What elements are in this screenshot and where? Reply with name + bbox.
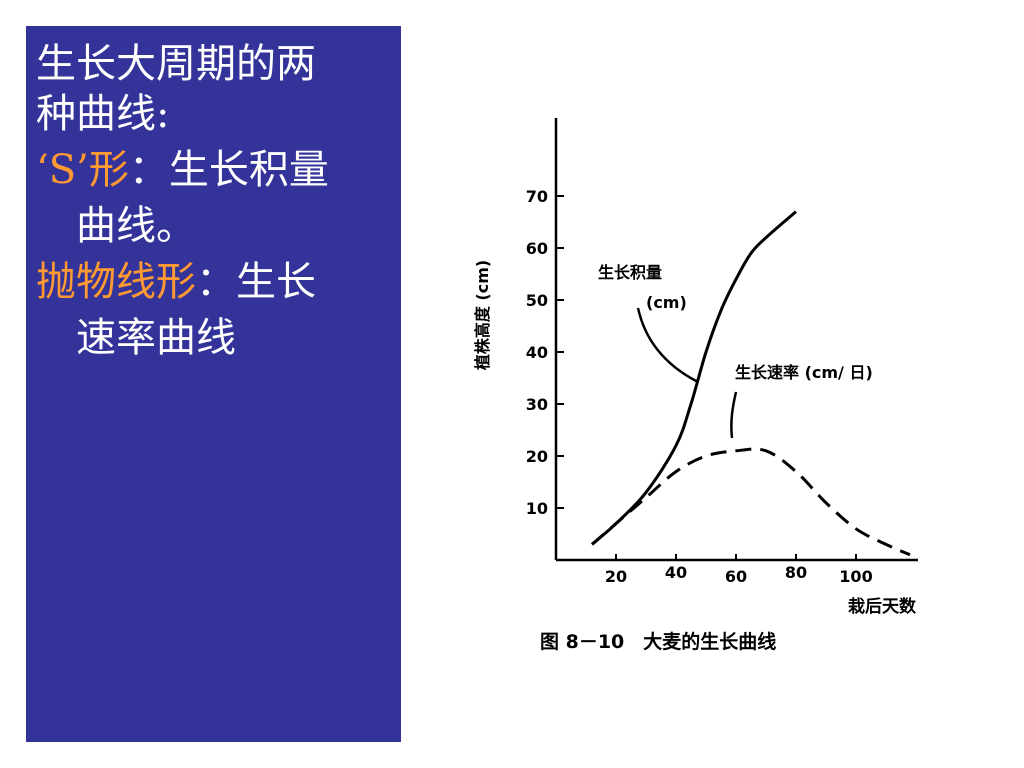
annotation-accumulation: 生长积量: [598, 263, 662, 282]
s-curve-term: ‘S’形: [36, 147, 129, 193]
annotation-rate: 生长速率 (cm/ 日): [735, 363, 873, 382]
parabola-separator: ：: [196, 259, 236, 305]
chart-axes: [554, 118, 918, 562]
x-tick-label: 20: [605, 567, 627, 586]
y-tick-label: 50: [526, 291, 548, 310]
text-panel: 生长大周期的两 种曲线: ‘S’形：生长积量 曲线。 抛物线形：生长 速率曲线: [26, 26, 401, 742]
s-curve-desc-1: 生长积量: [168, 147, 329, 193]
x-tick-label: 80: [785, 563, 807, 582]
parabola-item: 抛物线形：生长: [36, 258, 316, 306]
accumulation-pointer: [636, 307, 699, 384]
y-tick-label: 10: [526, 499, 548, 518]
x-axis-label: 栽后天数: [848, 596, 917, 617]
y-axis-label: 植株高度 (cm): [473, 260, 492, 371]
parabola-desc-2: 速率曲线: [76, 315, 236, 361]
x-tick-label: 100: [839, 567, 872, 586]
y-tick-label: 60: [526, 239, 548, 258]
parabola-desc-1: 生长: [236, 259, 316, 305]
title-line-1: 生长大周期的两: [36, 41, 316, 87]
y-tick-label: 40: [526, 343, 548, 362]
y-tick-label: 20: [526, 447, 548, 466]
growth-chart: 10 20 30 40 50 60 70 20 40 60 80 100 植株高度 (cm) 栽后天数 生…: [473, 118, 918, 653]
annotation-accumulation-unit: (cm): [646, 293, 687, 312]
growth-chart-figure: 10 20 30 40 50 60 70 20 40 60 80 100 植株高度 (cm) 栽后天数 生…: [440, 100, 960, 674]
parabola-term: 抛物线形: [36, 259, 196, 305]
y-tick-label: 30: [526, 395, 548, 414]
s-curve-item: ‘S’形：生长积量: [36, 146, 329, 194]
series-line-rate: [591, 447, 911, 557]
y-tick-label: 70: [526, 187, 548, 206]
s-curve-separator: ：: [128, 147, 169, 193]
chart-series: [591, 210, 911, 557]
x-tick-label: 60: [725, 567, 747, 586]
chart-labels: 植株高度 (cm) 栽后天数 生长积量 (cm) 生长速率 (cm/ 日) 图 8－10 …: [473, 260, 917, 653]
s-curve-desc-2: 曲线。: [76, 203, 196, 249]
x-tick-label: 40: [665, 563, 687, 582]
rate-pointer: [730, 391, 738, 439]
figure-caption: 图 8－10 大麦的生长曲线: [540, 630, 776, 653]
series-line-accumulation: [591, 210, 797, 546]
title-line-2: 种曲线:: [36, 91, 170, 137]
chart-ticks: 10 20 30 40 50 60 70 20 40 60 80 100: [526, 187, 873, 586]
